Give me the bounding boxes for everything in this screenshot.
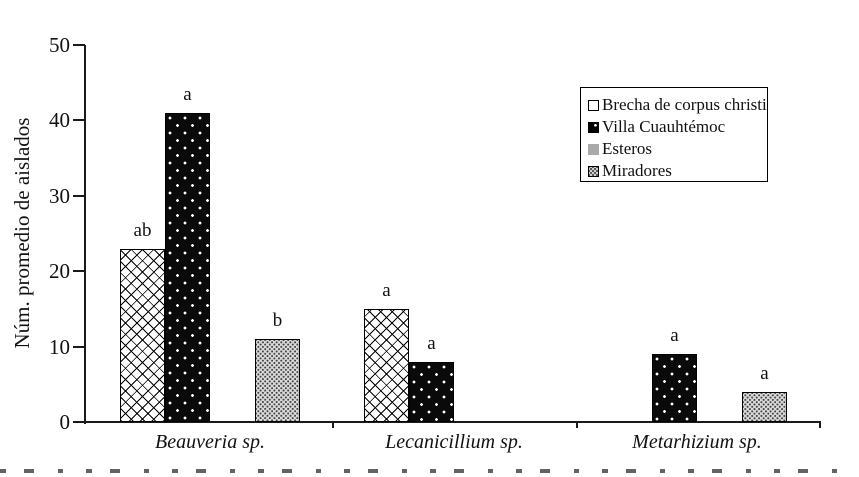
legend-item-label: Villa Cuauhtémoc	[602, 117, 726, 136]
significance-label: a	[427, 332, 436, 354]
y-tick-label: 50	[49, 33, 70, 57]
y-axis-line	[84, 45, 86, 424]
significance-label: a	[760, 362, 769, 384]
y-axis-tick	[73, 270, 85, 273]
y-tick-label: 10	[49, 334, 70, 359]
significance-label: ab	[133, 219, 152, 241]
bar-brecha-de-corpus-christi-lecanicillium-sp-	[364, 308, 409, 422]
bar-villa-cuauht-moc-metarhizium-sp-	[652, 354, 697, 422]
x-category-label: Metarhizium sp.	[632, 431, 762, 453]
legend-item: Esteros	[588, 138, 767, 160]
y-axis-tick	[73, 345, 85, 348]
y-axis-tick	[73, 44, 85, 46]
legend-item: Villa Cuauhtémoc	[588, 116, 767, 138]
y-tick-label: 40	[49, 108, 70, 133]
bar-miradores-beauveria-sp-	[255, 339, 300, 422]
y-tick-label: 20	[49, 259, 70, 284]
legend-item-label: Miradores	[602, 161, 672, 180]
y-axis-tick	[73, 119, 85, 122]
bar-villa-cuauht-moc-lecanicillium-sp-	[409, 361, 454, 422]
gray-dotted-square-icon	[588, 165, 599, 177]
x-axis-line	[84, 421, 821, 423]
x-axis-tick	[819, 421, 821, 428]
significance-label: a	[670, 325, 679, 347]
bar-brecha-de-corpus-christi-beauveria-sp-	[120, 248, 165, 422]
legend-item: Brecha de corpus christi	[588, 94, 767, 116]
x-category-label: Lecanicillium sp.	[385, 431, 523, 453]
x-category-label: Beauveria sp.	[155, 431, 265, 453]
x-axis-tick	[332, 421, 334, 428]
legend-item-label: Esteros	[602, 139, 653, 158]
bar-miradores-metarhizium-sp-	[742, 391, 787, 422]
y-axis-tick	[73, 421, 85, 423]
y-axis-title: Núm. promedio de aislados	[10, 117, 34, 349]
x-axis-tick	[576, 421, 578, 428]
significance-label: b	[272, 310, 283, 332]
bar-villa-cuauht-moc-beauveria-sp-	[165, 112, 210, 422]
gray-square-icon	[588, 143, 599, 155]
y-tick-label: 0	[59, 410, 71, 434]
significance-label: a	[382, 279, 391, 301]
y-tick-label: 30	[49, 183, 70, 208]
significance-label: a	[183, 83, 192, 105]
clipped-caption-top-edge	[0, 469, 859, 473]
y-axis-tick	[73, 194, 85, 197]
legend-item-label: Brecha de corpus christi	[602, 95, 767, 114]
legend-item: Miradores	[588, 160, 767, 182]
open-square-icon	[588, 99, 599, 111]
black-dotted-square-icon	[588, 121, 599, 133]
legend-box: Brecha de corpus christi Villa Cuauhtémoc…	[580, 87, 768, 182]
